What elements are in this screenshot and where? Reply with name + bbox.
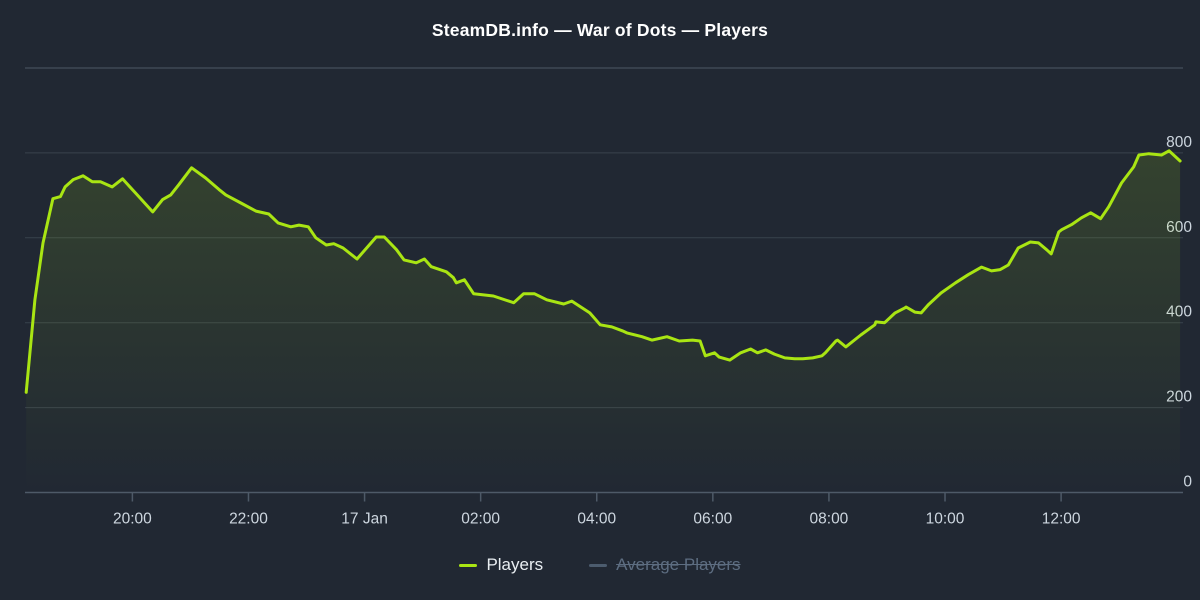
x-axis-label: 10:00 [926,511,965,528]
x-axis-label: 06:00 [693,511,732,528]
chart-title: SteamDB.info — War of Dots — Players [431,20,769,40]
legend-item-average-players[interactable]: Average Players [589,555,741,575]
x-axis-label: 22:00 [229,511,268,528]
legend-item-players[interactable]: Players [459,555,543,575]
chart-legend: Players Average Players [0,555,1200,575]
y-axis-label: 800 [1166,134,1192,151]
players-line [24,149,1182,394]
legend-label: Players [486,555,544,574]
x-axis-label: 17 Jan [341,511,388,528]
legend-marker-icon [589,563,608,567]
y-axis-label: 0 [1183,474,1192,491]
x-axis-label: 20:00 [113,511,152,528]
x-axis-label: 04:00 [577,511,616,528]
legend-marker-icon [459,563,478,567]
x-axis-label: 02:00 [461,511,500,528]
x-axis-label: 12:00 [1042,511,1081,528]
legend-label: Average Players [616,555,741,574]
x-axis-label: 08:00 [810,511,849,528]
players-area [26,150,1181,493]
